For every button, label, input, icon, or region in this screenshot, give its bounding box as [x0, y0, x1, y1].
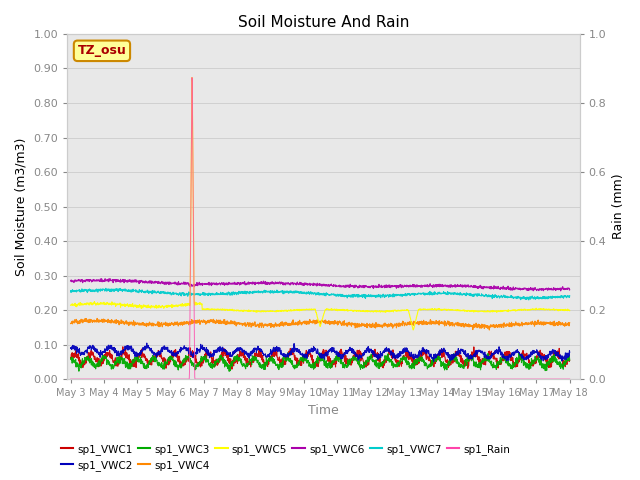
Legend: sp1_VWC1, sp1_VWC2, sp1_VWC3, sp1_VWC4, sp1_VWC5, sp1_VWC6, sp1_VWC7, sp1_Rain: sp1_VWC1, sp1_VWC2, sp1_VWC3, sp1_VWC4, …: [56, 439, 515, 475]
Title: Soil Moisture And Rain: Soil Moisture And Rain: [238, 15, 409, 30]
Y-axis label: Rain (mm): Rain (mm): [612, 174, 625, 240]
Text: TZ_osu: TZ_osu: [77, 44, 126, 57]
X-axis label: Time: Time: [308, 404, 339, 417]
Y-axis label: Soil Moisture (m3/m3): Soil Moisture (m3/m3): [15, 137, 28, 276]
